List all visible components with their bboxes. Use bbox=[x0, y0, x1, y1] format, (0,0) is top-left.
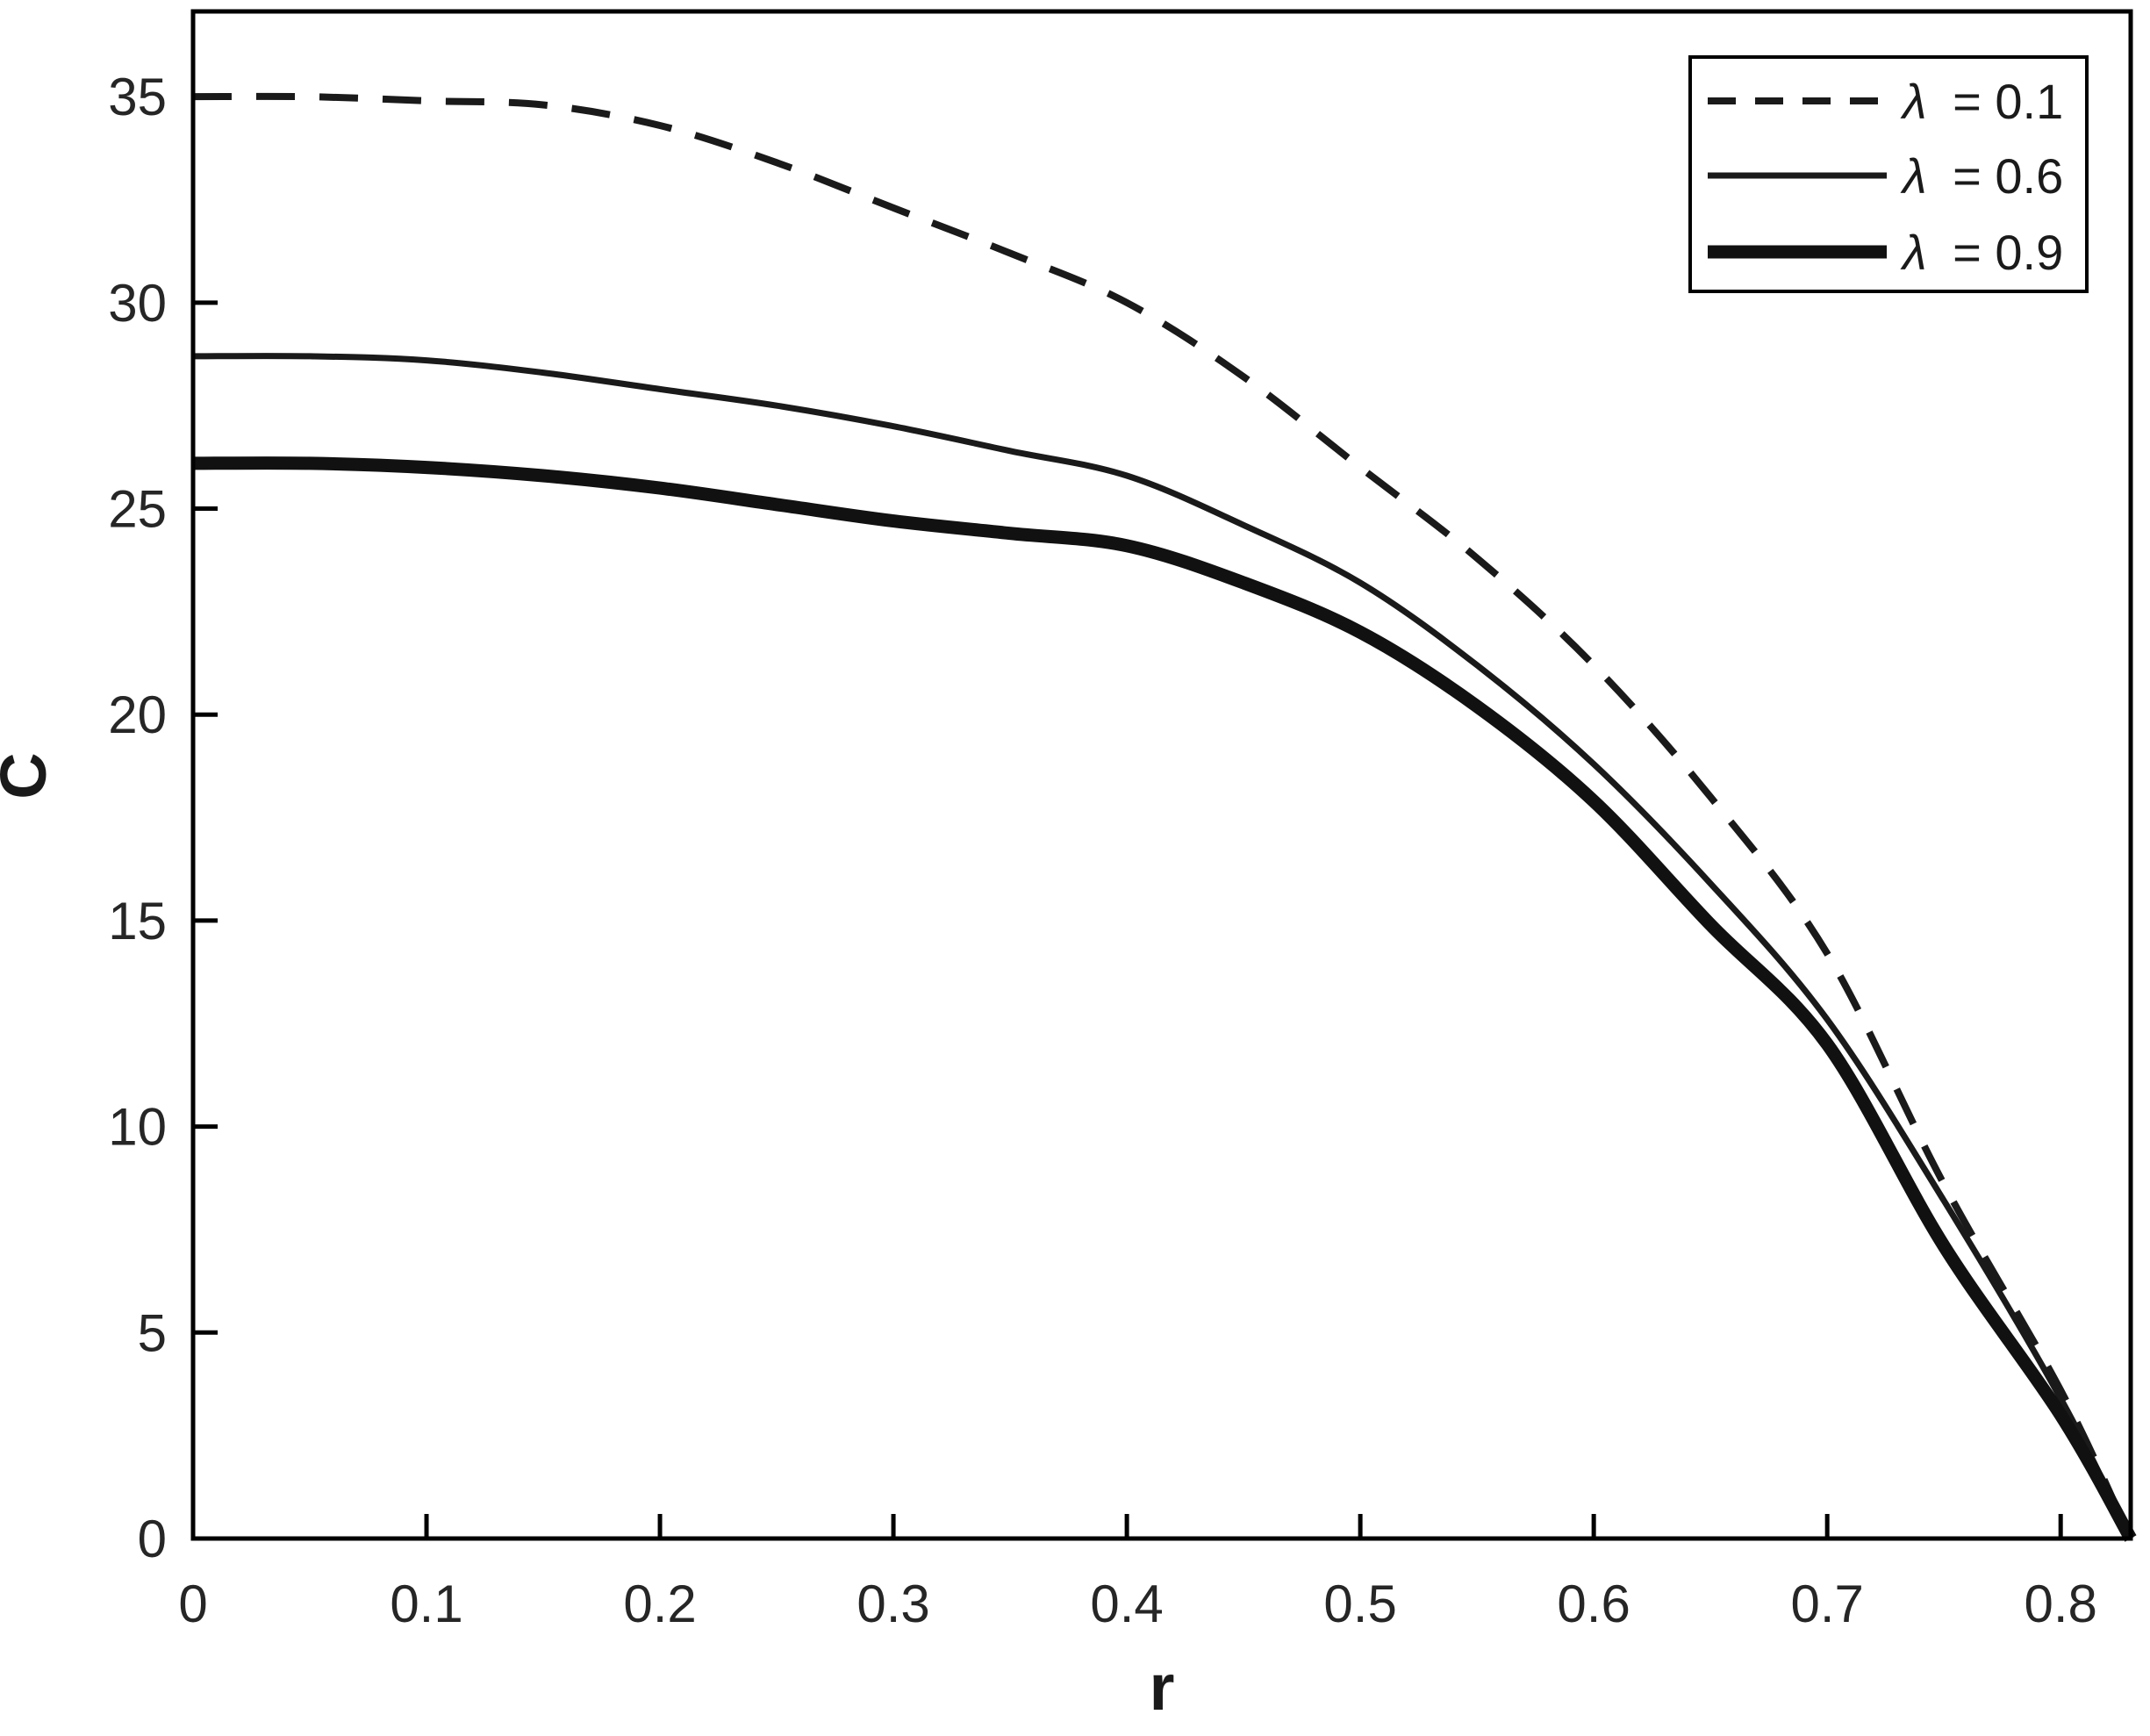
curve-lambda-0.6 bbox=[192, 353, 2134, 1540]
y-tick-label: 35 bbox=[108, 68, 167, 126]
x-tick-label: 0.1 bbox=[390, 1575, 462, 1633]
x-tick-label: 0.7 bbox=[1790, 1575, 1863, 1633]
legend-entry-lambda-0.9: λ = 0.9 bbox=[1708, 225, 2063, 280]
plot-border bbox=[190, 9, 2133, 1541]
x-tick-label: 0.5 bbox=[1323, 1575, 1396, 1633]
y-tick-label: 30 bbox=[108, 274, 167, 333]
legend-label: λ = 0.6 bbox=[1900, 148, 2063, 204]
x-tick-label: 0 bbox=[178, 1575, 207, 1633]
y-axis-label: C bbox=[0, 752, 60, 799]
legend-label: λ = 0.9 bbox=[1900, 225, 2063, 280]
y-tick-label: 5 bbox=[138, 1303, 167, 1362]
y-tick-label: 15 bbox=[108, 892, 167, 950]
x-tick-label: 0.3 bbox=[856, 1575, 929, 1633]
data-curves bbox=[192, 92, 2137, 1542]
x-axis-label: r bbox=[1150, 1651, 1175, 1724]
x-tick-label: 0.8 bbox=[2024, 1575, 2096, 1633]
y-tick-label: 25 bbox=[108, 480, 167, 539]
legend-label: λ = 0.1 bbox=[1900, 74, 2063, 129]
legend: λ = 0.1 λ = 0.6 λ = 0.9 bbox=[1688, 55, 2089, 293]
y-tick-label: 20 bbox=[108, 685, 167, 744]
x-tick-label: 0.6 bbox=[1557, 1575, 1630, 1633]
x-tick-label: 0.4 bbox=[1090, 1575, 1163, 1633]
x-tick-label: 0.2 bbox=[623, 1575, 696, 1633]
y-tick-label: 0 bbox=[138, 1510, 167, 1568]
legend-entry-lambda-0.1: λ = 0.1 bbox=[1708, 74, 2063, 129]
legend-entry-lambda-0.6: λ = 0.6 bbox=[1708, 148, 2063, 204]
y-tick-label: 10 bbox=[108, 1098, 167, 1157]
curve-lambda-0.9 bbox=[192, 456, 2137, 1542]
axis-tick-labels: 0 0.1 0.2 0.3 0.4 0.5 0.6 0.7 0.8 0 5 10 15 20 25 30 35 bbox=[108, 68, 2097, 1633]
